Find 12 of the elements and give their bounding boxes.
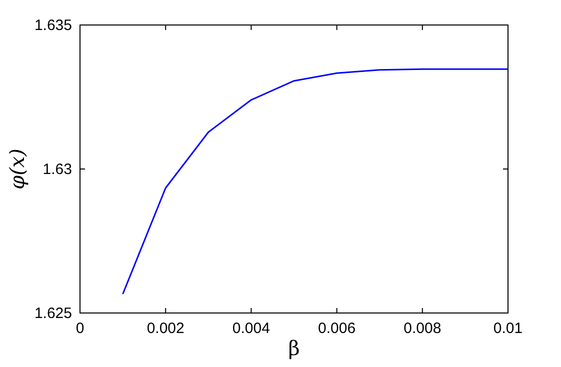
line-series	[122, 68, 509, 295]
x-tick-label: 0	[76, 320, 84, 337]
x-tick-label: 0.004	[232, 320, 270, 337]
y-axis-title: φ(x)	[5, 148, 29, 190]
y-tick-label: 1.625	[34, 305, 72, 322]
x-tick-label: 0.01	[493, 320, 523, 337]
x-axis-title: β	[288, 336, 300, 360]
y-tick-label: 1.635	[34, 17, 72, 34]
y-tick-label: 1.63	[42, 161, 72, 178]
x-tick-label: 0.008	[404, 320, 442, 337]
x-tick-label: 0.002	[146, 320, 184, 337]
x-tick-label: 0.006	[318, 320, 356, 337]
